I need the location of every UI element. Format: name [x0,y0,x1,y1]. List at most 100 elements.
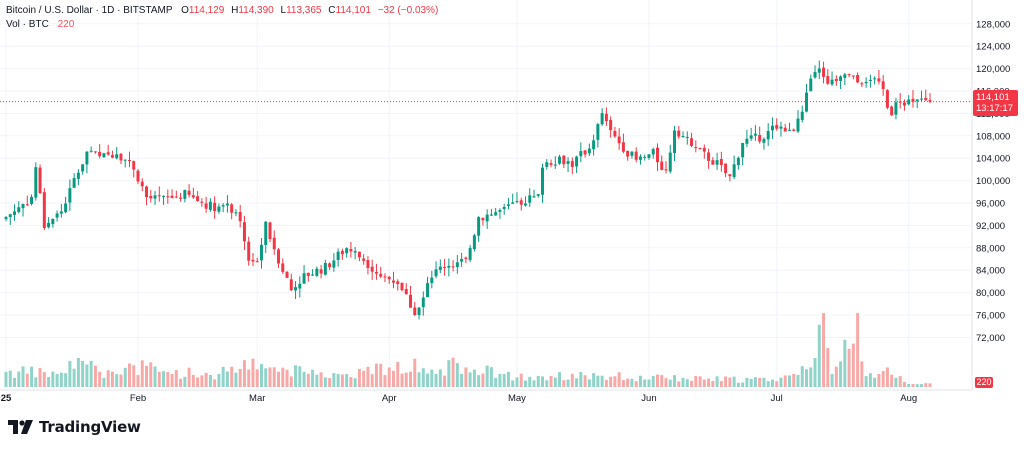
candle-body [617,136,621,144]
volume-bar [489,367,493,387]
candle-body [787,129,791,131]
symbol-title[interactable]: Bitcoin / U.S. Dollar · 1D · BITSTAMP [6,5,173,16]
volume-bar [511,380,515,387]
volume-bar [225,371,229,387]
volume-bar [153,366,157,387]
volume-bar [281,367,285,387]
candle-body [498,210,502,212]
volume-bar [238,368,242,387]
candle-body [630,151,634,156]
candle-body [770,125,774,131]
candle-body [489,214,493,216]
x-tick-label: May [508,393,526,404]
candle-body [332,260,336,268]
volume-bar [443,375,447,387]
volume-bar [741,382,745,387]
candle-body [519,200,523,205]
volume-bar [417,372,421,387]
candle-body [64,203,68,213]
y-tick-label: 92,000 [976,221,1005,232]
volume-bar [434,373,438,387]
candle-body [174,196,178,198]
volume-bar [856,313,860,387]
volume-bar [421,368,425,387]
candle-body [494,212,498,216]
volume-bar [391,370,395,387]
volume-bar [230,366,234,387]
x-tick-label: 25 [1,393,12,404]
volume-bar [149,362,153,387]
volume-bar [319,372,323,387]
candle-body [183,189,187,199]
candle-body [217,206,221,212]
volume-bar [523,380,527,387]
x-tick-label: Apr [382,393,397,404]
volume-bar [860,361,864,387]
y-tick-label: 108,000 [976,131,1010,142]
volume-bar [455,363,459,387]
candle-body [443,267,447,269]
candle-body [4,217,8,220]
volume-bar [409,371,413,387]
candle-body [8,214,12,218]
candle-body [822,67,826,77]
high-label: H [231,5,239,16]
volume-bar [25,373,29,387]
candle-body [711,160,715,165]
candle-body [477,217,481,236]
volume-bar [600,375,604,387]
candle-body [302,273,306,284]
candle-body [826,76,830,84]
candle-body [758,134,762,142]
volume-bar [132,365,136,387]
candlestick-series [4,60,932,320]
volume-bar [732,376,736,387]
volume-bar [277,371,281,387]
volume-bar [268,367,272,387]
candle-body [123,159,127,161]
volume-bar [213,379,217,387]
time-axis[interactable]: 25 Feb Mar Apr May Jun Jul Aug [1,393,917,404]
volume-bar [170,373,174,387]
candle-body [196,196,200,202]
volume-bar [787,375,791,387]
low-label: L [280,5,287,16]
volume-bar [609,376,613,387]
candle-body [200,201,204,203]
volume-bar [162,371,166,387]
volume-bar [81,360,85,387]
volume-bar [562,380,566,387]
candle-body [613,130,617,137]
candle-body [59,211,63,214]
volume-bar [204,372,208,387]
candle-body [724,163,728,174]
candle-body [25,204,29,206]
volume-label[interactable]: Vol · BTC [6,19,49,30]
volume-bar [387,367,391,387]
y-tick-label: 120,000 [976,64,1010,75]
candle-body [157,195,161,197]
candle-body [877,78,881,82]
volume-bar [800,366,804,387]
low-value: 113,365 [286,5,322,16]
candle-body [621,142,625,152]
volume-bar [711,380,715,387]
candle-body [885,90,889,108]
volume-bar [59,372,63,387]
candle-body [438,266,442,270]
candle-body [47,222,51,228]
tradingview-logo[interactable]: TradingView [8,418,141,436]
volume-bar [758,377,762,387]
close-label: C [328,5,336,16]
chart-legend: Bitcoin / U.S. Dollar · 1D · BITSTAMP O1… [6,4,438,32]
candle-body [792,129,796,131]
candle-body [127,159,131,161]
volume-bar [664,378,668,387]
volume-bar [123,367,127,387]
volume-bar [630,378,634,387]
candle-body [238,211,242,222]
candle-body [255,261,259,263]
candle-body [677,130,681,137]
candle-body [528,195,532,203]
